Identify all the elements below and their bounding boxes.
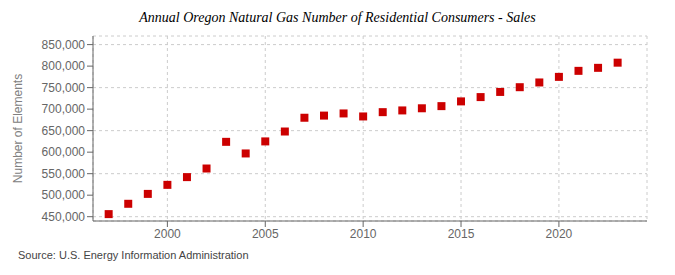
svg-text:700,000: 700,000: [42, 102, 86, 116]
svg-text:Number of Elements: Number of Elements: [11, 74, 25, 183]
svg-text:2015: 2015: [448, 227, 475, 241]
svg-text:2010: 2010: [350, 227, 377, 241]
svg-text:500,000: 500,000: [42, 188, 86, 202]
html-text:Source: U.S. Energy Informatio: Source: U.S. Energy Information Administ…: [18, 249, 249, 261]
svg-text:2020: 2020: [546, 227, 573, 241]
svg-text:600,000: 600,000: [42, 145, 86, 159]
svg-text:550,000: 550,000: [42, 167, 86, 181]
svg-text:650,000: 650,000: [42, 124, 86, 138]
svg-text:450,000: 450,000: [42, 210, 86, 224]
svg-text:2000: 2000: [154, 227, 181, 241]
svg-text:750,000: 750,000: [42, 81, 86, 95]
svg-text:800,000: 800,000: [42, 59, 86, 73]
svg-text:850,000: 850,000: [42, 38, 86, 52]
svg-text:2005: 2005: [252, 227, 279, 241]
html-text:Annual Oregon Natural Gas Numb: Annual Oregon Natural Gas Number of Resi…: [139, 10, 536, 25]
